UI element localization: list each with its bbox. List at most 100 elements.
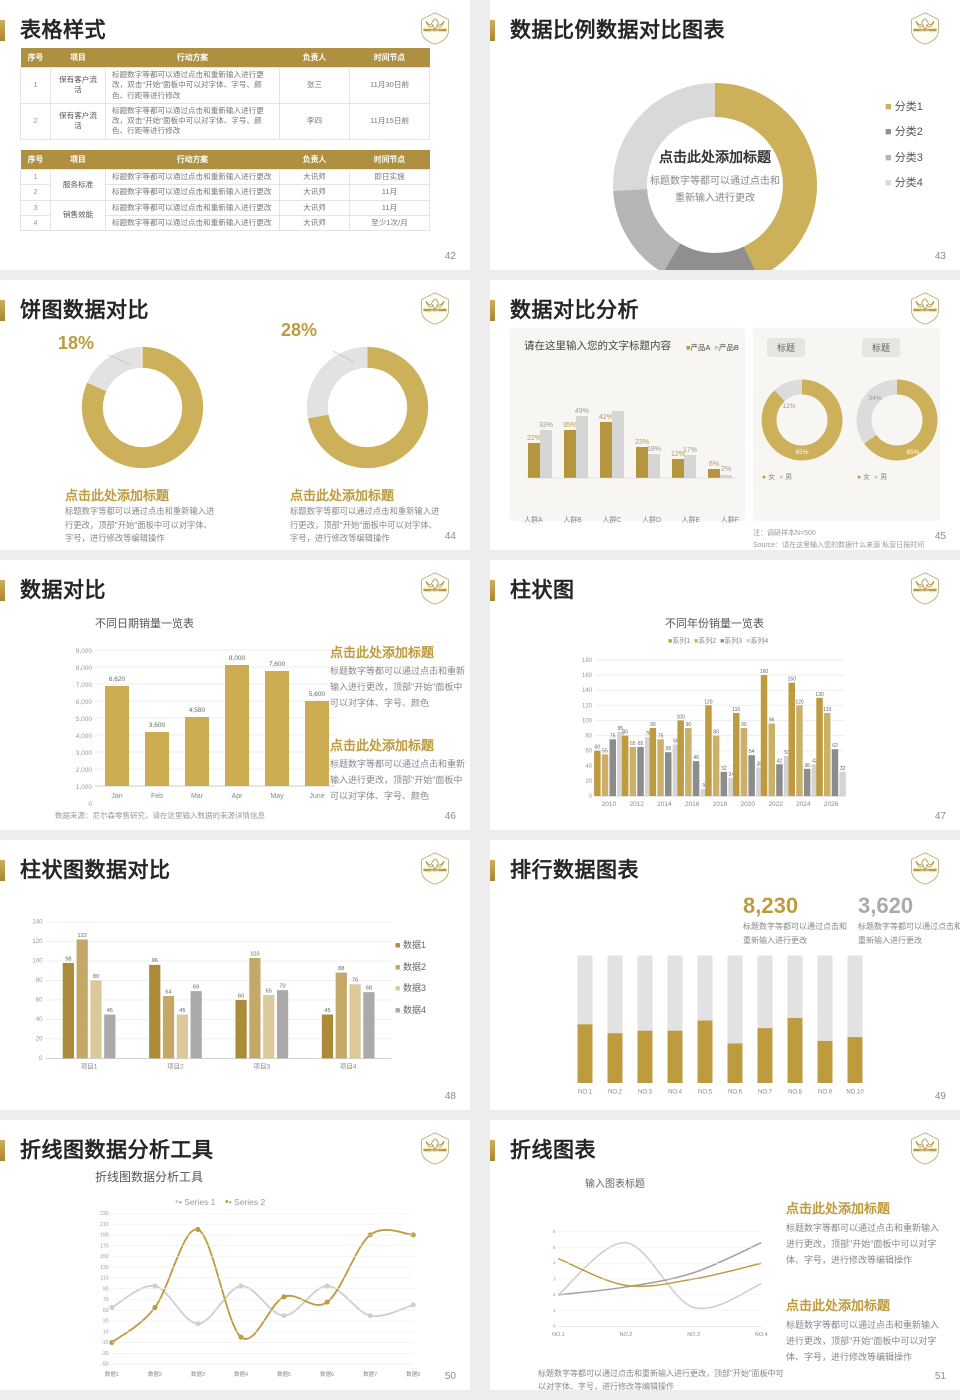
svg-text:65: 65: [630, 741, 636, 747]
svg-text:65: 65: [266, 988, 272, 994]
svg-text:35%: 35%: [563, 422, 577, 429]
svg-text:110: 110: [823, 707, 831, 713]
svg-text:210: 210: [100, 1222, 109, 1228]
svg-text:130: 130: [815, 692, 824, 698]
svg-text:230: 230: [100, 1211, 109, 1217]
svg-text:NO.1: NO.1: [578, 1090, 593, 1096]
svg-text:150: 150: [100, 1254, 109, 1260]
svg-text:64: 64: [165, 989, 171, 995]
svg-text:NO.2: NO.2: [620, 1332, 633, 1338]
svg-text:23%: 23%: [635, 439, 649, 446]
svg-text:NO.3: NO.3: [687, 1332, 700, 1338]
svg-text:40: 40: [36, 1017, 43, 1023]
svg-text:2018: 2018: [713, 801, 728, 808]
svg-text:10: 10: [103, 1329, 109, 1335]
svg-text:NO.9: NO.9: [818, 1090, 833, 1096]
svg-text:80: 80: [622, 730, 628, 736]
svg-text:76: 76: [352, 978, 358, 984]
svg-text:190: 190: [100, 1233, 109, 1239]
svg-text:45: 45: [179, 1008, 185, 1014]
svg-text:60: 60: [238, 993, 244, 999]
svg-text:110: 110: [732, 707, 740, 713]
svg-text:18%: 18%: [647, 446, 661, 453]
svg-text:9,000: 9,000: [76, 648, 93, 655]
svg-text:8,000: 8,000: [76, 665, 93, 672]
svg-text:Apr: Apr: [232, 793, 244, 800]
svg-text:NO.2: NO.2: [608, 1090, 623, 1096]
svg-text:85%: 85%: [795, 449, 808, 456]
svg-text:98: 98: [65, 956, 71, 962]
svg-text:103: 103: [250, 951, 259, 957]
svg-text:90: 90: [741, 722, 747, 728]
svg-text:数据4: 数据4: [234, 1370, 248, 1378]
svg-text:2014: 2014: [657, 801, 672, 808]
svg-text:数据2: 数据2: [148, 1370, 162, 1378]
svg-text:项目4: 项目4: [340, 1063, 357, 1071]
svg-text:NO.7: NO.7: [758, 1090, 773, 1096]
svg-text:4: 4: [553, 1261, 556, 1267]
svg-text:70: 70: [103, 1297, 109, 1303]
svg-text:2016: 2016: [685, 801, 700, 808]
svg-text:33%: 33%: [539, 422, 553, 429]
svg-text:NO.8: NO.8: [788, 1090, 803, 1096]
svg-text:5,000: 5,000: [76, 716, 93, 723]
svg-text:9: 9: [702, 783, 705, 789]
svg-text:55: 55: [602, 748, 608, 754]
svg-text:100: 100: [582, 718, 593, 724]
svg-text:-30: -30: [101, 1351, 108, 1357]
svg-text:69: 69: [193, 985, 199, 991]
svg-text:8,000: 8,000: [229, 655, 246, 662]
svg-text:NO.6: NO.6: [728, 1090, 743, 1096]
svg-text:140: 140: [32, 920, 43, 926]
svg-text:65%: 65%: [906, 449, 919, 456]
svg-text:7,000: 7,000: [76, 682, 93, 689]
svg-text:3: 3: [553, 1276, 556, 1282]
svg-text:3,000: 3,000: [76, 750, 93, 757]
svg-text:34%: 34%: [868, 395, 881, 402]
svg-text:42: 42: [777, 758, 783, 764]
svg-text:2,000: 2,000: [76, 767, 93, 774]
svg-text:June: June: [309, 793, 324, 800]
svg-text:30: 30: [103, 1319, 109, 1325]
svg-text:49%: 49%: [575, 408, 589, 415]
svg-text:2010: 2010: [602, 801, 617, 808]
svg-text:0: 0: [39, 1056, 43, 1062]
svg-text:2%: 2%: [721, 466, 731, 473]
svg-text:数据8: 数据8: [406, 1370, 420, 1378]
svg-text:160: 160: [582, 673, 593, 679]
svg-text:NO.10: NO.10: [846, 1090, 864, 1096]
svg-text:数据3: 数据3: [191, 1370, 205, 1378]
svg-text:0: 0: [553, 1324, 556, 1330]
svg-text:58: 58: [666, 746, 672, 752]
svg-text:20: 20: [585, 779, 592, 785]
svg-text:68: 68: [366, 986, 372, 992]
svg-text:80: 80: [585, 734, 592, 740]
svg-text:5: 5: [553, 1245, 556, 1251]
svg-text:NO.4: NO.4: [755, 1332, 768, 1338]
svg-text:1: 1: [553, 1308, 556, 1314]
svg-text:122: 122: [78, 933, 87, 939]
svg-text:17%: 17%: [683, 447, 697, 454]
svg-text:120: 120: [704, 699, 713, 705]
svg-text:5,600: 5,600: [309, 691, 326, 698]
svg-text:Feb: Feb: [151, 793, 163, 800]
svg-text:110: 110: [101, 1276, 109, 1282]
svg-text:120: 120: [32, 939, 43, 945]
svg-text:2020: 2020: [741, 801, 756, 808]
svg-text:12%: 12%: [782, 403, 795, 410]
svg-text:96: 96: [152, 958, 158, 964]
svg-text:2: 2: [553, 1292, 556, 1298]
svg-text:45: 45: [324, 1008, 330, 1014]
svg-text:70: 70: [279, 984, 285, 990]
svg-text:-50: -50: [101, 1362, 108, 1368]
svg-text:80: 80: [713, 730, 719, 736]
svg-text:75: 75: [658, 733, 664, 739]
svg-text:-10: -10: [101, 1340, 108, 1346]
svg-text:项目3: 项目3: [254, 1063, 271, 1071]
svg-text:36: 36: [804, 763, 810, 769]
svg-text:50%: 50%: [611, 408, 625, 410]
svg-text:0: 0: [589, 794, 593, 800]
svg-text:数据6: 数据6: [320, 1370, 334, 1378]
svg-text:100: 100: [32, 959, 43, 965]
svg-text:6%: 6%: [709, 461, 719, 468]
